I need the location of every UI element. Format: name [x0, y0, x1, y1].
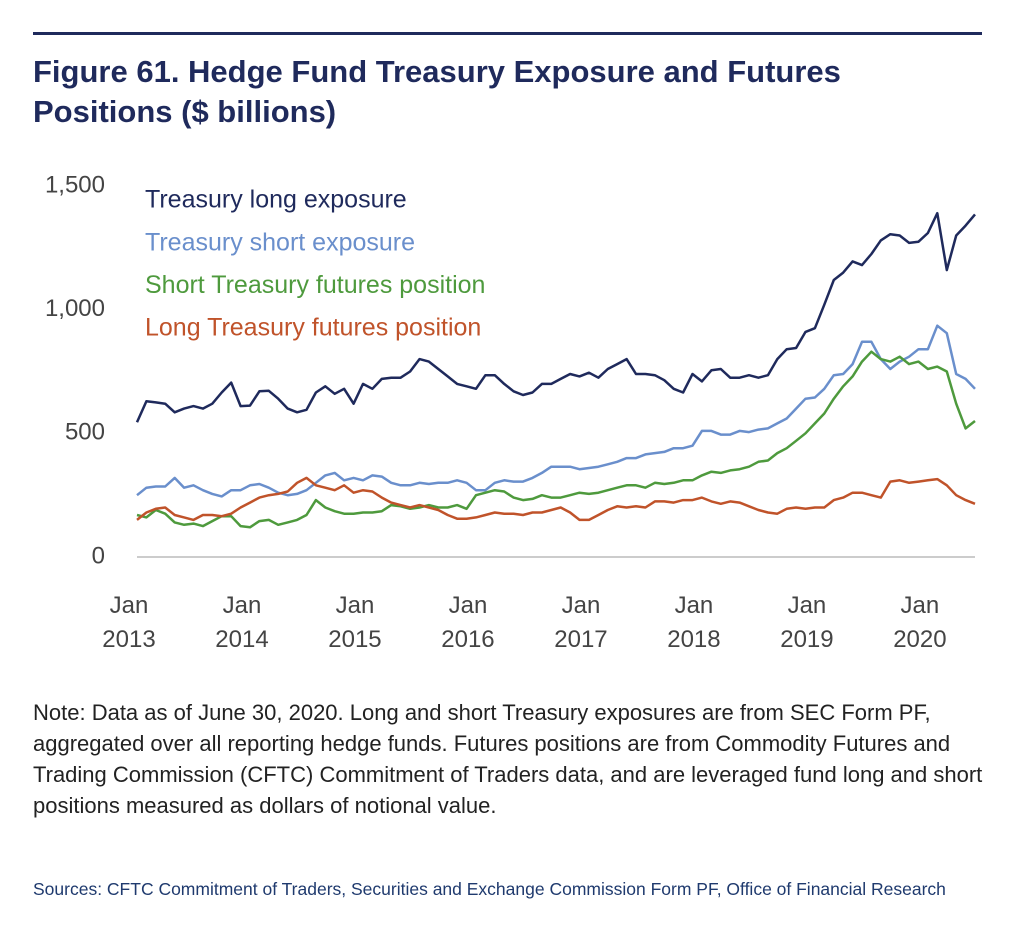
- y-tick-label: 0: [92, 542, 105, 569]
- x-tick-label: Jan 2016: [441, 592, 495, 653]
- legend-entry: Treasury long exposure: [145, 186, 407, 214]
- series-line: [136, 350, 976, 529]
- x-tick-label: Jan 2018: [667, 592, 721, 653]
- x-tick-label: Jan 2015: [328, 592, 382, 653]
- chart-title: Figure 61. Hedge Fund Treasury Exposure …: [33, 54, 841, 129]
- series-line: [136, 476, 976, 522]
- legend-entry: Treasury short exposure: [145, 228, 415, 256]
- top-rule: [33, 32, 982, 35]
- sources: Sources: CFTC Commitment of Traders, Sec…: [33, 879, 946, 899]
- y-tick-label: 1,000: [45, 295, 105, 322]
- legend-entry: Short Treasury futures position: [145, 271, 485, 299]
- y-tick-label: 500: [65, 419, 105, 446]
- x-tick-label: Jan 2014: [215, 592, 269, 653]
- series-line: [136, 324, 976, 498]
- series-line: [135, 211, 976, 423]
- x-tick-label: Jan 2020: [893, 592, 947, 653]
- x-tick-label: Jan 2017: [554, 592, 608, 653]
- x-tick-label: Jan 2019: [780, 592, 834, 653]
- legend-entry: Long Treasury futures position: [145, 314, 481, 342]
- x-tick-label: Jan 2013: [102, 592, 156, 653]
- y-tick-label: 1,500: [45, 171, 105, 198]
- note: Note: Data as of June 30, 2020. Long and…: [33, 700, 983, 818]
